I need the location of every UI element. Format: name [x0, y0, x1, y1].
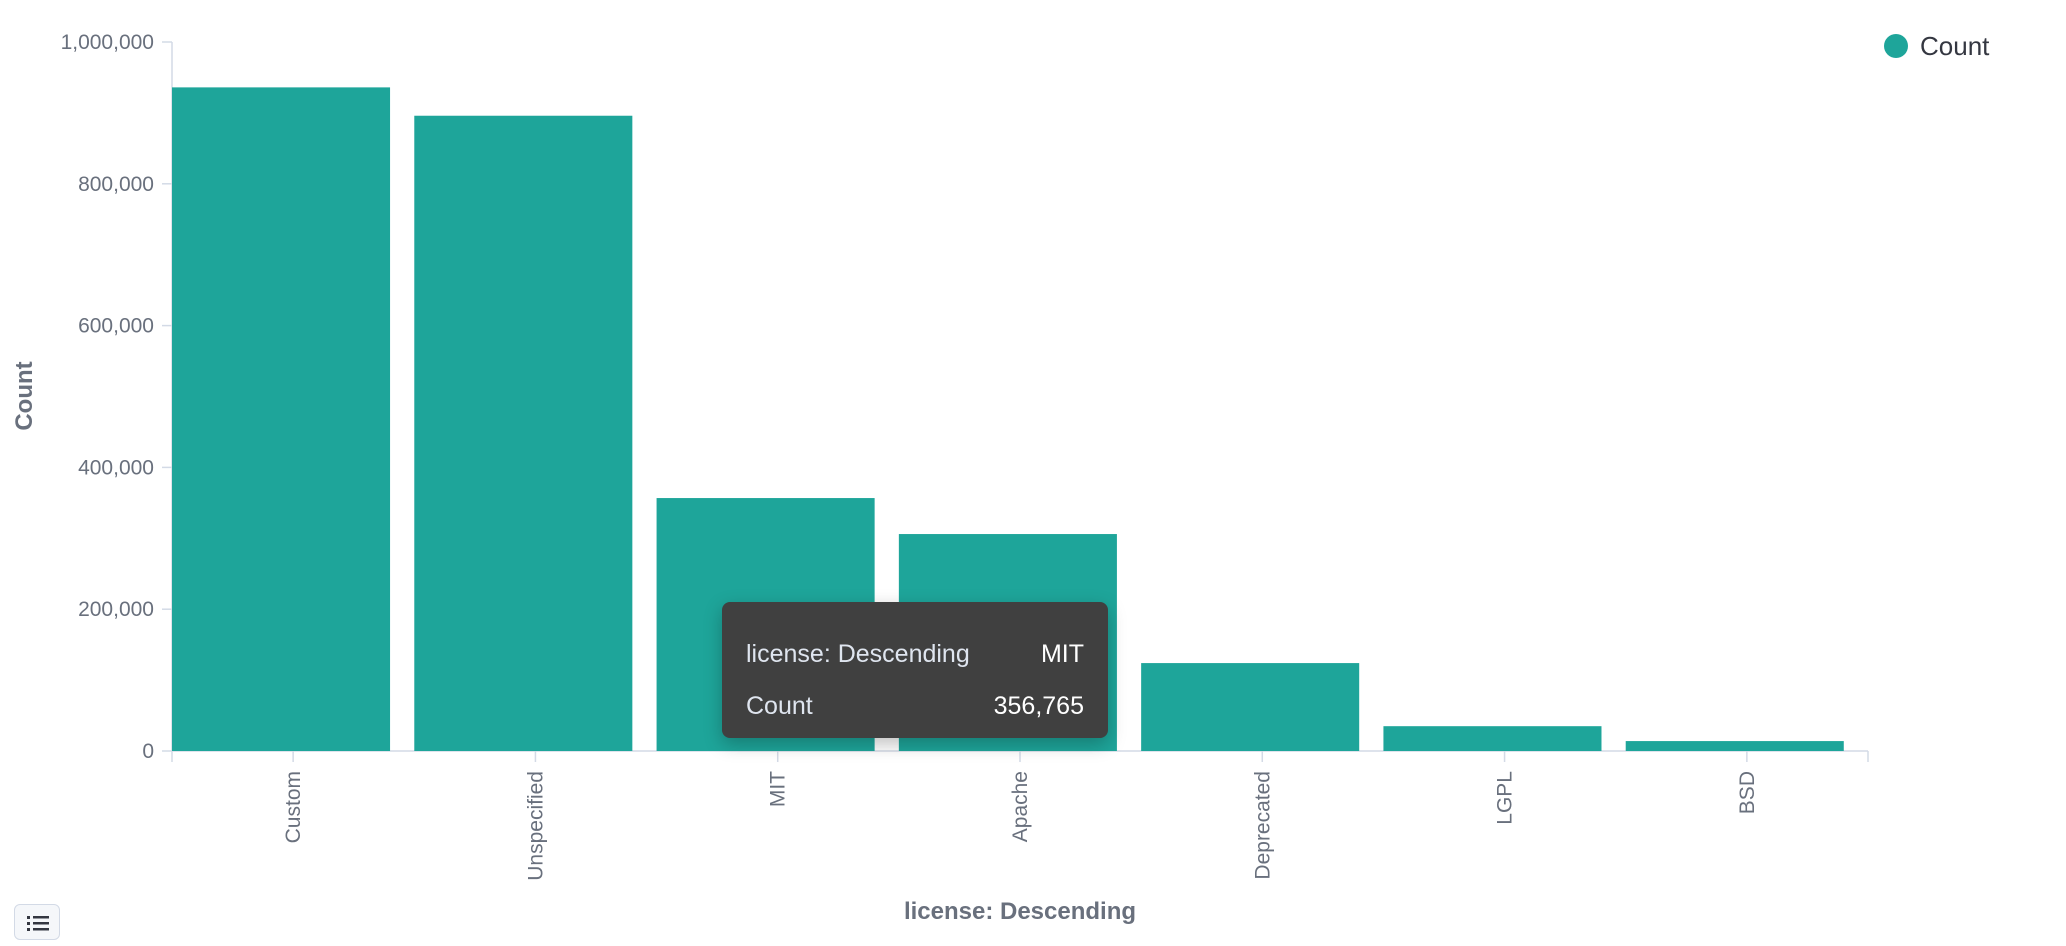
x-axis: Custom Unspecified MIT Apache Deprecated LGPL… [171, 750, 1869, 881]
list-icon [27, 916, 49, 931]
y-tick-label: 600,000 [78, 315, 154, 338]
tooltip-value: 356,765 [993, 691, 1084, 720]
tooltip-row: Count 356,765 [746, 680, 1084, 732]
y-tick-label: 200,000 [78, 598, 154, 621]
x-tick-label: Apache [1009, 771, 1032, 842]
legend-label[interactable]: Count [1920, 31, 1990, 61]
bar-bsd[interactable] [1625, 741, 1844, 751]
bar-deprecated[interactable] [1141, 663, 1360, 751]
legend[interactable]: Count [1884, 31, 1990, 61]
tooltip-value: MIT [1040, 639, 1084, 668]
bar-unspecified[interactable] [414, 115, 633, 751]
tooltip-key: license: Descending [746, 639, 970, 668]
y-tick-label: 0 [142, 740, 154, 763]
x-tick-label: MIT [767, 771, 790, 807]
legend-toggle-button[interactable] [14, 904, 60, 940]
tooltip-key: Count [746, 691, 813, 720]
x-axis-title: license: Descending [904, 898, 1136, 925]
y-axis: 0 200,000 400,000 600,000 800,000 1,000,000 [61, 31, 173, 763]
bar-custom[interactable] [172, 87, 391, 752]
y-tick-label: 400,000 [78, 456, 154, 479]
x-tick-label: Custom [282, 771, 305, 843]
x-tick-label: BSD [1736, 771, 1759, 814]
y-tick-label: 800,000 [78, 173, 154, 196]
legend-swatch [1884, 34, 1908, 58]
x-tick-label: Unspecified [524, 771, 547, 881]
tooltip-row: license: Descending MIT [746, 628, 1084, 680]
x-tick-label: LGPL [1494, 771, 1517, 825]
chart-tooltip: license: Descending MIT Count 356,765 [722, 602, 1108, 738]
y-axis-title: Count [11, 361, 38, 430]
x-tick-label: Deprecated [1251, 771, 1274, 880]
y-tick-label: 1,000,000 [61, 31, 154, 54]
bar-lgpl[interactable] [1383, 726, 1602, 751]
